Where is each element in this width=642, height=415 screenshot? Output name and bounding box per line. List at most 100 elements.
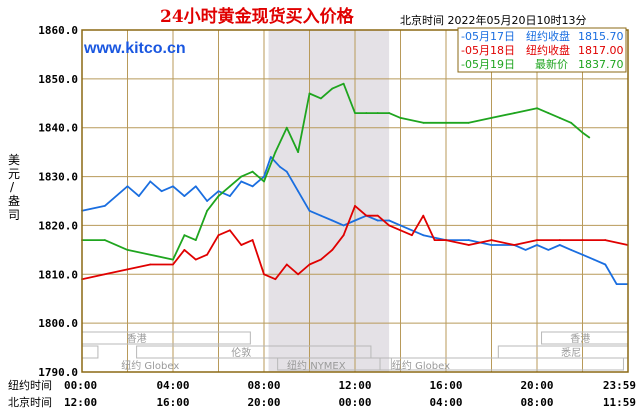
legend-date-may17: -05月17日 xyxy=(461,30,515,43)
x-tick-label-ny: 12:00 xyxy=(338,379,371,392)
x-tick-label-ny: 00:00 xyxy=(64,379,97,392)
data-point xyxy=(558,244,561,246)
data-point xyxy=(251,239,254,241)
plot-frame xyxy=(81,29,629,373)
data-point xyxy=(126,268,129,271)
y-tick-label: 1840.0 xyxy=(38,122,78,135)
data-point xyxy=(228,195,231,198)
x-tick-label-ny: 16:00 xyxy=(429,379,462,392)
data-point xyxy=(365,112,368,114)
y-tick-label: 1820.0 xyxy=(38,219,78,232)
data-point xyxy=(592,258,595,261)
data-point xyxy=(285,263,288,266)
y-tick-label: 1800.0 xyxy=(38,317,78,330)
data-point xyxy=(240,180,243,183)
data-point xyxy=(103,204,106,207)
data-point xyxy=(297,151,300,154)
nymex-shade xyxy=(268,30,390,372)
legend: -05月17日 纽约收盘 1815.70 -05月18日 纽约收盘 1817.0… xyxy=(457,27,627,73)
data-point xyxy=(263,175,265,178)
y-tick-label: 1790.0 xyxy=(38,366,78,379)
data-point xyxy=(206,253,209,256)
data-point xyxy=(285,170,288,173)
data-point xyxy=(422,214,425,217)
data-point xyxy=(365,214,368,217)
data-point xyxy=(376,214,379,217)
x-tick-label-ny: 04:00 xyxy=(156,379,189,392)
data-point xyxy=(126,185,129,188)
data-point xyxy=(588,136,591,139)
data-point xyxy=(570,248,573,251)
data-point xyxy=(354,204,356,207)
data-point xyxy=(274,278,277,281)
y-tick-label: 1850.0 xyxy=(38,73,78,86)
data-point xyxy=(467,239,470,241)
data-point xyxy=(308,92,311,95)
data-point xyxy=(388,112,391,114)
x-tick-label-beijing: 04:00 xyxy=(429,396,462,409)
market-label: 悉尼 xyxy=(561,347,581,359)
data-point xyxy=(376,112,379,114)
x-tick-label-ny: 23:59 xyxy=(603,379,636,392)
data-point xyxy=(445,121,447,124)
y-tick-label: 1830.0 xyxy=(38,171,78,184)
series-line-05月19日 xyxy=(82,82,590,261)
x-tick-label-beijing: 11:59 xyxy=(603,396,636,409)
data-point xyxy=(251,185,254,188)
x-tick-label-beijing: 12:00 xyxy=(64,396,97,409)
data-point xyxy=(490,239,493,241)
data-point xyxy=(126,248,129,251)
data-point xyxy=(422,121,425,124)
y-tick-label: 1810.0 xyxy=(38,268,78,281)
beijing-timestamp: 北京时间 2022年05月20日10时13分 xyxy=(400,13,586,27)
data-point xyxy=(217,190,220,193)
data-point xyxy=(183,195,186,198)
data-point xyxy=(467,121,470,124)
data-point xyxy=(103,239,106,241)
x-tick-label-ny: 20:00 xyxy=(520,379,553,392)
data-point xyxy=(183,248,186,251)
legend-value-may18: 1817.00 xyxy=(578,44,624,57)
data-point xyxy=(536,244,538,246)
data-point xyxy=(399,229,402,232)
data-point xyxy=(399,117,402,119)
market-box-london xyxy=(136,345,372,359)
x-tick-label-beijing: 20:00 xyxy=(247,396,280,409)
data-point xyxy=(433,239,436,241)
data-point xyxy=(194,258,197,261)
data-point xyxy=(604,239,607,241)
data-point xyxy=(149,253,152,256)
beijing-time-label: 北京时间 xyxy=(8,395,52,409)
data-point xyxy=(399,224,402,227)
data-point xyxy=(285,126,288,129)
data-point xyxy=(103,273,106,276)
y-axis-label-char: 美 xyxy=(8,153,20,167)
data-point xyxy=(570,121,573,124)
data-point xyxy=(331,248,334,251)
data-point xyxy=(308,209,311,212)
data-point xyxy=(228,185,231,188)
data-point xyxy=(274,151,277,154)
data-point xyxy=(194,239,197,241)
data-point xyxy=(240,175,243,178)
legend-value-may19: 1837.70 xyxy=(578,58,624,71)
data-point xyxy=(581,253,584,256)
data-point xyxy=(342,234,345,237)
data-point xyxy=(149,180,152,183)
legend-date-may19: -05月19日 xyxy=(461,58,515,71)
y-axis-label: 美 元 / 盎 司 xyxy=(8,153,20,222)
data-point xyxy=(558,239,561,241)
kitco-url[interactable]: www.kitco.cn xyxy=(83,40,186,57)
y-tick-label: 1860.0 xyxy=(38,24,78,37)
data-point xyxy=(388,224,391,227)
data-point xyxy=(206,200,209,202)
data-point xyxy=(183,234,186,237)
data-point xyxy=(536,239,538,241)
data-point xyxy=(558,117,561,119)
data-point xyxy=(410,234,413,237)
x-axis-ticks: 00:00 12:00 04:00 16:00 08:00 20:00 12:00 00:00… xyxy=(64,379,636,409)
data-point xyxy=(297,273,300,276)
legend-value-may17: 1815.70 xyxy=(578,30,624,43)
